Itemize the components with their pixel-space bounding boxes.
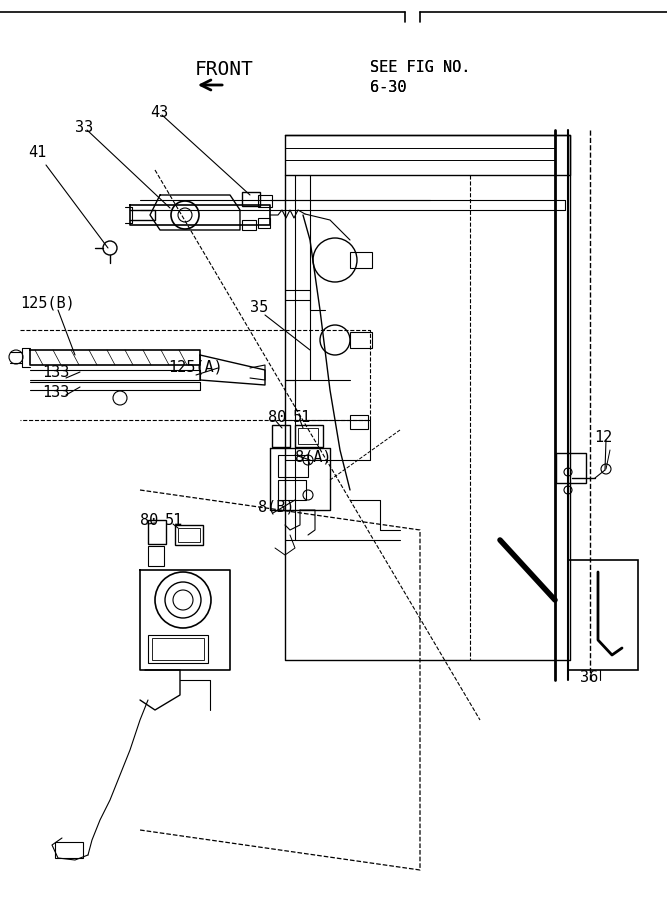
Text: FRONT: FRONT (195, 60, 253, 79)
Bar (152, 638, 204, 660)
Text: 51: 51 (165, 513, 183, 528)
Text: 35: 35 (250, 300, 268, 315)
Bar (55, 842, 83, 858)
Text: 43: 43 (150, 105, 168, 120)
Bar (258, 218, 270, 228)
Bar (298, 428, 318, 444)
Text: 6-30: 6-30 (370, 80, 406, 95)
Text: 8(A): 8(A) (295, 450, 331, 465)
Bar (295, 425, 323, 447)
Text: 41: 41 (28, 145, 46, 160)
Bar (556, 453, 586, 483)
Text: 80: 80 (268, 410, 286, 425)
Text: 8(B): 8(B) (258, 500, 295, 515)
Text: 125(B): 125(B) (20, 295, 75, 310)
Text: 133: 133 (42, 365, 69, 380)
Text: 80: 80 (140, 513, 158, 528)
Bar (350, 332, 372, 348)
Bar (148, 546, 164, 566)
Text: SEE FIG NO.: SEE FIG NO. (370, 60, 470, 75)
Text: 33: 33 (75, 120, 93, 135)
Text: SEE FIG NO.: SEE FIG NO. (370, 60, 470, 75)
Bar (350, 252, 372, 268)
Bar (568, 560, 638, 670)
Bar (242, 192, 260, 206)
Text: 6-30: 6-30 (370, 80, 406, 95)
Bar (272, 425, 290, 447)
Text: 51: 51 (293, 410, 311, 425)
Text: 125(A): 125(A) (168, 360, 223, 375)
Bar (278, 455, 308, 477)
Text: 36: 36 (580, 670, 598, 685)
Bar (242, 220, 256, 230)
Bar (175, 525, 203, 545)
Bar (148, 635, 208, 663)
Bar (148, 520, 166, 544)
Bar (350, 415, 368, 429)
Text: 12: 12 (594, 430, 612, 445)
Bar (178, 528, 200, 542)
Bar (278, 480, 306, 500)
Bar (258, 195, 272, 207)
Text: 133: 133 (42, 385, 69, 400)
